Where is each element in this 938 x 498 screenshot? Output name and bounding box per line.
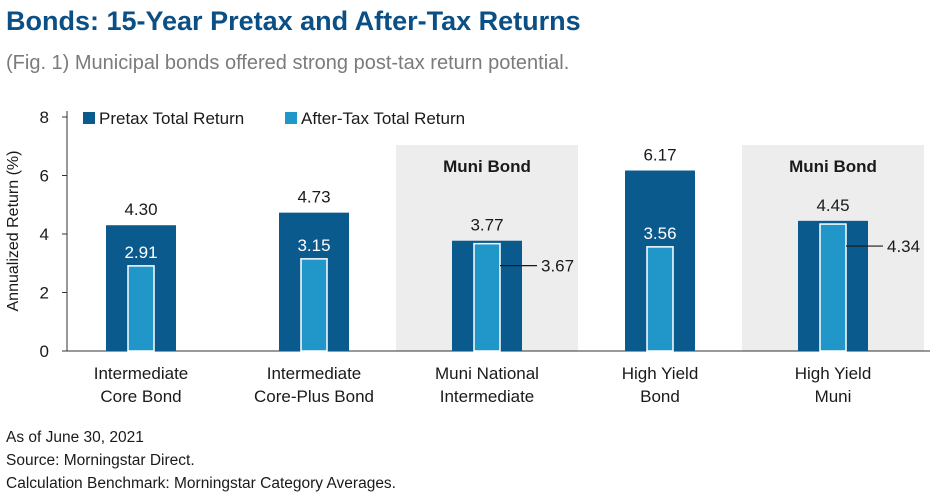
- x-category-label: Muni National: [435, 364, 539, 383]
- bar-aftertax: [819, 223, 847, 352]
- data-label-pretax: 4.30: [124, 200, 157, 219]
- data-label-aftertax: 3.56: [643, 224, 676, 243]
- footnote-date: As of June 30, 2021: [6, 429, 144, 446]
- y-axis-title: Annualized Return (%): [5, 151, 22, 312]
- muni-highlight-label: Muni Bond: [789, 157, 877, 176]
- x-category-label: Core-Plus Bond: [254, 387, 374, 406]
- chart-title: Bonds: 15-Year Pretax and After-Tax Retu…: [6, 6, 581, 36]
- x-category-label: Intermediate: [267, 364, 362, 383]
- chart-subtitle: (Fig. 1) Municipal bonds offered strong …: [6, 52, 570, 74]
- y-tick-label: 0: [40, 342, 49, 361]
- data-label-pretax: 6.17: [643, 146, 676, 165]
- footnote-source: Source: Morningstar Direct.: [6, 452, 195, 469]
- data-label-aftertax: 3.67: [541, 257, 574, 276]
- x-category-label: Core Bond: [100, 387, 181, 406]
- x-category-label: High Yield: [795, 364, 872, 383]
- x-category-label: Intermediate: [440, 387, 535, 406]
- footnotes: As of June 30, 2021 Source: Morningstar …: [6, 426, 396, 495]
- x-category-label: Muni: [815, 387, 852, 406]
- bar-aftertax: [300, 258, 328, 352]
- muni-highlight-label: Muni Bond: [443, 157, 531, 176]
- legend-label-aftertax: After-Tax Total Return: [301, 109, 465, 128]
- data-label-pretax: 4.45: [816, 196, 849, 215]
- data-label-aftertax: 3.15: [297, 236, 330, 255]
- y-tick-label: 8: [40, 108, 49, 127]
- data-label-pretax: 3.77: [470, 216, 503, 235]
- bar-aftertax: [473, 242, 501, 352]
- bar-aftertax: [646, 246, 674, 352]
- y-tick-label: 4: [40, 225, 49, 244]
- footnote-benchmark: Calculation Benchmark: Morningstar Categ…: [6, 475, 396, 492]
- x-category-label: Bond: [640, 387, 680, 406]
- y-tick-label: 2: [40, 284, 49, 303]
- data-label-aftertax: 2.91: [124, 243, 157, 262]
- legend-swatch-aftertax: [285, 112, 297, 124]
- legend-label-pretax: Pretax Total Return: [99, 109, 244, 128]
- bar-chart: Muni Bond Muni Bond 0 2 4 6 8 Annualized Return…: [5, 108, 930, 406]
- bar-aftertax: [127, 265, 155, 352]
- y-tick-label: 6: [40, 167, 49, 186]
- x-category-label: Intermediate: [94, 364, 189, 383]
- legend-swatch-pretax: [83, 112, 95, 124]
- x-category-label: High Yield: [622, 364, 699, 383]
- data-label-pretax: 4.73: [297, 188, 330, 207]
- data-label-aftertax: 4.34: [887, 237, 920, 256]
